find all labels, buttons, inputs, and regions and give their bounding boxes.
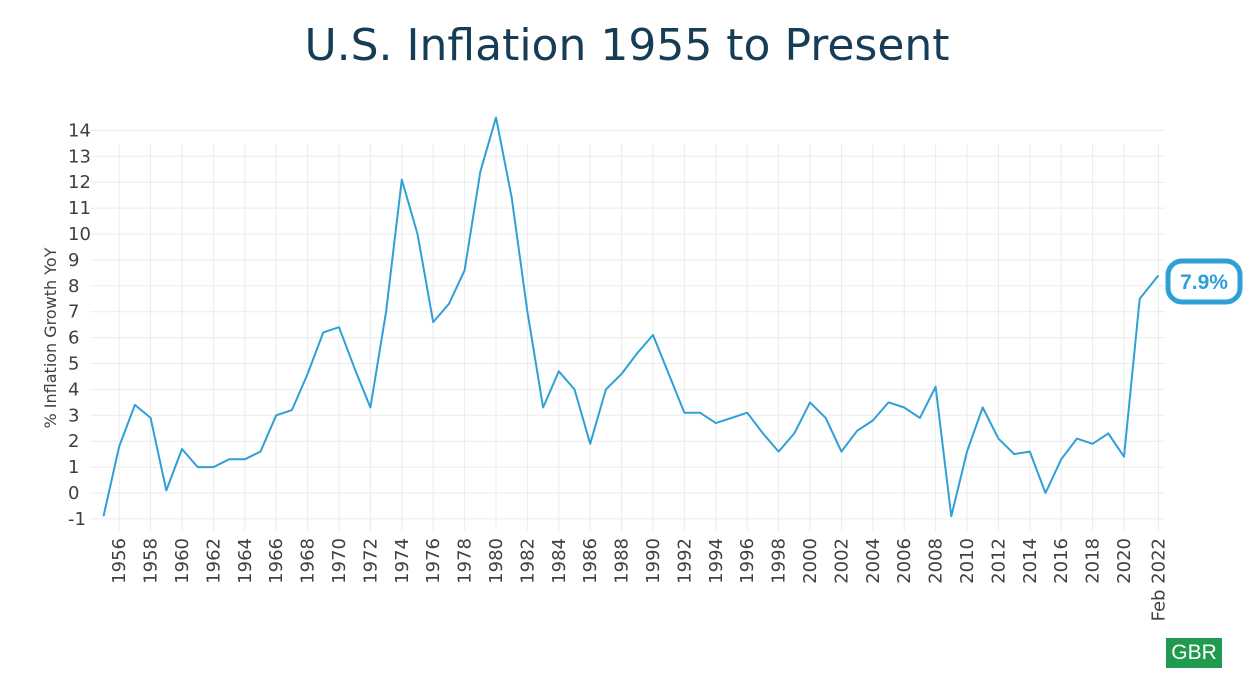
y-tick-label: 0: [68, 483, 79, 504]
y-tick-label: 10: [68, 224, 91, 245]
x-tick-label: 2016: [1051, 538, 1072, 584]
x-tick-label: 2006: [894, 538, 915, 584]
series-group: [102, 116, 1160, 518]
y-tick-label: 12: [68, 172, 91, 193]
x-tick-label: 2008: [926, 538, 947, 584]
y-tick-label: 14: [68, 120, 91, 141]
callout-box: [1165, 258, 1243, 305]
y-tick-label: -1: [68, 509, 86, 530]
x-tick-label: 1976: [423, 538, 444, 584]
y-tick-label: 8: [68, 276, 79, 297]
y-tick-label: 5: [68, 354, 79, 375]
gbr-logo: GBR: [1166, 638, 1222, 668]
x-tick-label: 2002: [831, 538, 852, 584]
y-tick-label: 7: [68, 302, 79, 323]
x-tick-label: 1966: [266, 538, 287, 584]
x-tick-label: 1972: [360, 538, 381, 584]
y-tick-label: 6: [68, 328, 79, 349]
y-tick-label: 13: [68, 146, 91, 167]
x-tick-label: 2010: [957, 538, 978, 584]
chart-grid: [90, 129, 1165, 531]
x-tick-label: 1990: [643, 538, 664, 584]
x-tick-label: 1986: [580, 538, 601, 584]
x-tick-label: Feb 2022: [1148, 538, 1169, 621]
y-tick-label: 11: [68, 198, 91, 219]
x-tick-label: 2004: [863, 538, 884, 584]
x-tick-label: 1998: [769, 538, 790, 584]
x-tick-label: 1964: [235, 538, 256, 584]
x-tick-label: 2014: [1020, 538, 1041, 584]
series-line: [102, 116, 1160, 518]
latest-value-callout: 7.9%: [1165, 258, 1243, 305]
x-tick-label: 1970: [329, 538, 350, 584]
x-tick-label: 1968: [298, 538, 319, 584]
x-tick-label: 1956: [109, 538, 130, 584]
x-tick-label: 1984: [549, 538, 570, 584]
x-tick-label: 1994: [706, 538, 727, 584]
x-tick-label: 2000: [800, 538, 821, 584]
y-tick-label: 2: [68, 431, 79, 452]
callout-value: 7.9%: [1180, 271, 1228, 294]
x-tick-label: 1962: [203, 538, 224, 584]
y-tick-label: 3: [68, 405, 79, 426]
x-tick-label: 2020: [1114, 538, 1135, 584]
x-tick-label: 1996: [737, 538, 758, 584]
x-tick-label: 2018: [1083, 538, 1104, 584]
y-tick-label: 1: [68, 457, 79, 478]
x-tick-label: 1974: [392, 538, 413, 584]
y-tick-label: 4: [68, 379, 79, 400]
x-axis-ticks: 1956 1958 1960 1962 1964 1966 1968 1970 1972 1974…: [109, 538, 1169, 621]
x-tick-label: 1980: [486, 538, 507, 584]
x-tick-label: 1958: [141, 538, 162, 584]
y-tick-label: 9: [68, 250, 79, 271]
y-axis-label: % Inflation Growth YoY: [41, 247, 60, 428]
x-tick-label: 2012: [988, 538, 1009, 584]
x-tick-label: 1960: [172, 538, 193, 584]
x-tick-label: 1978: [455, 538, 476, 584]
x-tick-label: 1988: [612, 538, 633, 584]
chart-title: U.S. Inflation 1955 to Present: [304, 20, 950, 71]
x-tick-label: 1982: [517, 538, 538, 584]
x-tick-label: 1992: [674, 538, 695, 584]
